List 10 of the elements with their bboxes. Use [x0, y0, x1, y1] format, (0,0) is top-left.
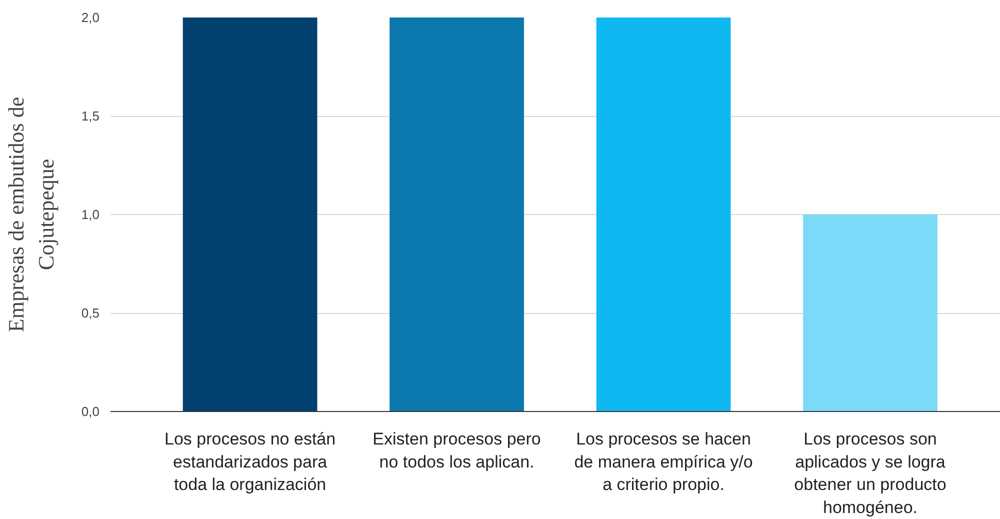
x-tick-label: Existen procesos pero no todos los aplican.	[372, 430, 541, 472]
y-tick-label: 0,0	[81, 404, 100, 419]
x-tick-label: Los procesos no están estandarizados para toda la organización	[164, 430, 336, 494]
x-tick-label: Los procesos son aplicados y se logra obtener un producto homogéneo.	[794, 430, 946, 517]
y-tick-label: 0,5	[81, 306, 100, 320]
y-tick-label: 2,0	[81, 10, 100, 25]
y-tick-label: 1,5	[81, 108, 100, 124]
y-axis-title: Empresas de embutidos de Cojutepeque	[3, 96, 58, 332]
y-tick-label: 1,0	[81, 207, 100, 222]
x-tick-label: Los procesos se hacen de manera empírica y/o a criterio propio.	[574, 430, 753, 494]
